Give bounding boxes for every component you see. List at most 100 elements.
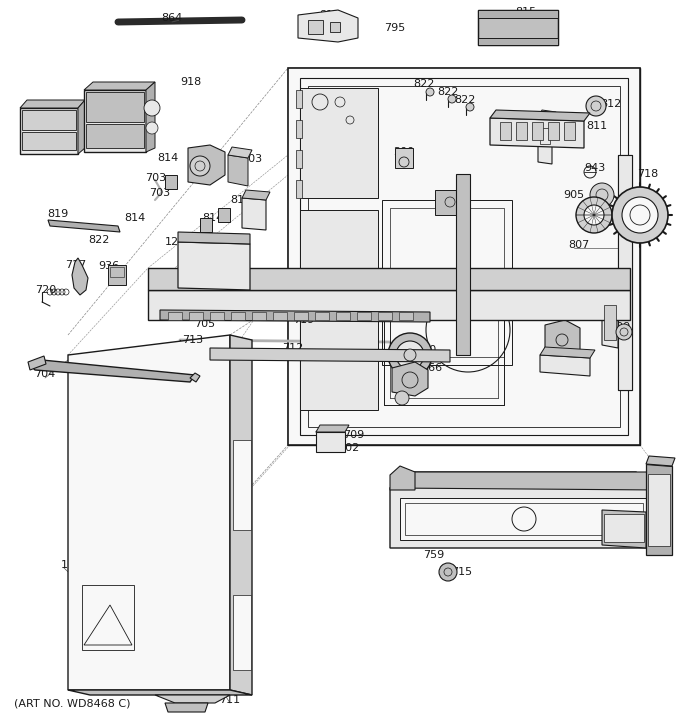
Text: 799: 799 bbox=[596, 297, 617, 307]
Bar bbox=[296, 90, 302, 108]
Text: 818: 818 bbox=[556, 325, 577, 335]
Bar bbox=[336, 312, 350, 320]
Polygon shape bbox=[242, 190, 270, 200]
Polygon shape bbox=[190, 373, 200, 382]
Text: 814: 814 bbox=[203, 213, 224, 223]
Text: 864: 864 bbox=[161, 13, 183, 23]
Text: 703: 703 bbox=[146, 173, 167, 183]
Polygon shape bbox=[392, 362, 428, 396]
Text: 822: 822 bbox=[413, 79, 435, 89]
Circle shape bbox=[146, 122, 158, 134]
Polygon shape bbox=[178, 232, 250, 244]
Bar bbox=[273, 312, 287, 320]
Bar bbox=[86, 92, 144, 122]
Polygon shape bbox=[390, 472, 660, 548]
Circle shape bbox=[448, 95, 456, 103]
Text: 872: 872 bbox=[582, 205, 604, 215]
Polygon shape bbox=[148, 290, 630, 320]
Text: 717: 717 bbox=[65, 260, 86, 270]
Circle shape bbox=[616, 324, 632, 340]
Polygon shape bbox=[540, 355, 590, 376]
Circle shape bbox=[586, 96, 606, 116]
Bar bbox=[357, 312, 371, 320]
Text: 943: 943 bbox=[584, 163, 606, 173]
Circle shape bbox=[426, 88, 434, 96]
Circle shape bbox=[190, 156, 210, 176]
Circle shape bbox=[388, 333, 432, 377]
Bar bbox=[532, 122, 543, 140]
Text: 807: 807 bbox=[568, 240, 590, 250]
Bar bbox=[500, 122, 511, 140]
Bar bbox=[233, 440, 251, 530]
Text: 713: 713 bbox=[182, 335, 203, 345]
Polygon shape bbox=[72, 258, 88, 295]
Polygon shape bbox=[602, 300, 618, 348]
Circle shape bbox=[395, 391, 409, 405]
Text: 811: 811 bbox=[586, 121, 607, 131]
Text: 809: 809 bbox=[609, 322, 630, 332]
Bar bbox=[189, 312, 203, 320]
Text: 759: 759 bbox=[424, 550, 445, 560]
Polygon shape bbox=[160, 310, 430, 322]
Text: 720: 720 bbox=[35, 285, 56, 295]
Polygon shape bbox=[48, 220, 120, 232]
Text: 758: 758 bbox=[639, 493, 661, 503]
Polygon shape bbox=[155, 695, 230, 703]
Text: 757: 757 bbox=[622, 510, 643, 520]
Bar bbox=[548, 122, 559, 140]
Polygon shape bbox=[456, 174, 470, 355]
Text: 873: 873 bbox=[422, 297, 443, 307]
Text: 800: 800 bbox=[564, 350, 585, 360]
Text: 822: 822 bbox=[454, 95, 476, 105]
Text: 816: 816 bbox=[543, 113, 564, 123]
Polygon shape bbox=[545, 320, 580, 360]
Bar bbox=[300, 78, 628, 435]
Polygon shape bbox=[316, 425, 349, 432]
Circle shape bbox=[590, 183, 614, 207]
Text: 918: 918 bbox=[180, 77, 202, 87]
Text: 814: 814 bbox=[157, 153, 179, 163]
Polygon shape bbox=[538, 110, 556, 120]
Text: 817: 817 bbox=[320, 10, 341, 20]
Circle shape bbox=[396, 341, 424, 369]
Bar bbox=[20, 108, 78, 154]
Bar bbox=[395, 148, 413, 168]
Bar bbox=[300, 210, 378, 310]
Circle shape bbox=[622, 197, 658, 233]
Bar bbox=[233, 595, 251, 670]
Bar bbox=[435, 190, 465, 215]
Bar bbox=[108, 265, 126, 285]
Bar bbox=[296, 180, 302, 198]
Text: 703: 703 bbox=[150, 188, 171, 198]
Text: 812: 812 bbox=[600, 99, 622, 109]
Text: 721: 721 bbox=[27, 107, 48, 117]
Polygon shape bbox=[20, 100, 85, 108]
Bar bbox=[231, 312, 245, 320]
Polygon shape bbox=[538, 118, 552, 164]
Polygon shape bbox=[298, 10, 358, 42]
Text: 709: 709 bbox=[343, 430, 364, 440]
Text: 814: 814 bbox=[124, 213, 146, 223]
Text: 711: 711 bbox=[220, 695, 241, 705]
Text: (ART NO. WD8468 C): (ART NO. WD8468 C) bbox=[14, 699, 131, 709]
Bar bbox=[564, 122, 575, 140]
Text: 936: 936 bbox=[99, 261, 120, 271]
Text: 1: 1 bbox=[61, 560, 67, 570]
Bar bbox=[86, 124, 144, 148]
Bar bbox=[84, 90, 146, 152]
Bar bbox=[82, 585, 134, 650]
Polygon shape bbox=[78, 100, 85, 154]
Text: 866: 866 bbox=[422, 363, 443, 373]
Text: 819: 819 bbox=[48, 209, 69, 219]
Polygon shape bbox=[490, 110, 590, 121]
Polygon shape bbox=[646, 464, 672, 555]
Bar bbox=[382, 200, 512, 365]
Text: 998: 998 bbox=[407, 381, 428, 391]
Bar bbox=[478, 10, 558, 45]
Text: 822: 822 bbox=[88, 235, 109, 245]
Bar bbox=[288, 68, 640, 445]
Text: 795: 795 bbox=[384, 23, 406, 33]
Text: 722: 722 bbox=[92, 83, 114, 93]
Text: 813: 813 bbox=[231, 195, 252, 205]
Bar bbox=[296, 120, 302, 138]
